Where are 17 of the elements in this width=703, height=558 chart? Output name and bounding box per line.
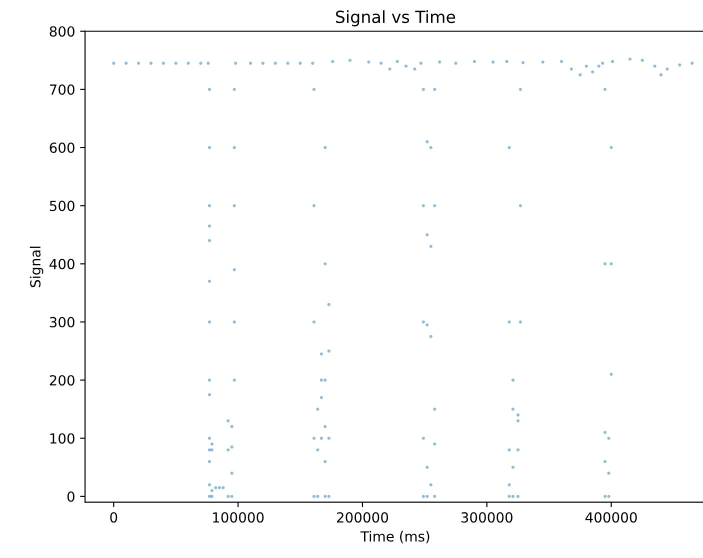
y-tick-label: 700 — [50, 84, 74, 95]
x-axis-title: Time (ms) — [360, 530, 430, 544]
x-tick-label: 300000 — [461, 512, 512, 523]
x-tick-label: 400000 — [585, 512, 637, 523]
y-tick-label: 600 — [50, 142, 74, 154]
y-tick-label: 200 — [50, 375, 74, 386]
y-tick-label: 300 — [50, 316, 74, 328]
y-tick-label: 100 — [50, 433, 74, 444]
x-tick-label: 100000 — [213, 512, 264, 523]
x-tick-label: 200000 — [336, 512, 388, 523]
x-tick-label: 0 — [110, 512, 118, 523]
chart-title: Signal vs Time — [336, 10, 456, 26]
y-tick-label: 500 — [50, 200, 74, 212]
y-tick-label: 400 — [50, 258, 74, 270]
y-tick-label: 0 — [67, 491, 74, 502]
y-tick-label: 800 — [50, 26, 74, 37]
y-axis-title: Signal — [30, 246, 44, 288]
